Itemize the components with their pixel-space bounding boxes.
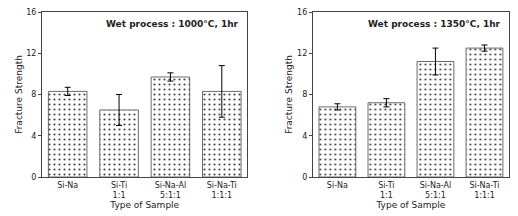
svg-text:Si-Ti1:1: Si-Ti1:1 [378,181,394,200]
svg-text:Wet process : 1000°C, 1hr: Wet process : 1000°C, 1hr [106,19,239,29]
svg-text:16: 16 [26,8,36,17]
svg-text:0: 0 [31,173,36,182]
svg-text:4: 4 [31,132,36,141]
svg-text:4: 4 [302,132,307,141]
svg-text:12: 12 [26,49,36,58]
svg-text:Si-Na-Al5:1:1: Si-Na-Al5:1:1 [420,181,451,200]
svg-text:Fracture Strength: Fracture Strength [14,55,24,134]
svg-text:8: 8 [31,90,36,99]
svg-text:Si-Ti1:1: Si-Ti1:1 [111,181,127,200]
svg-text:Type of Sample: Type of Sample [109,200,179,210]
svg-text:Si-Na: Si-Na [327,181,348,190]
svg-text:Type of Sample: Type of Sample [376,200,446,210]
svg-text:12: 12 [297,49,307,58]
svg-text:Si-Na: Si-Na [57,181,78,190]
svg-text:Fracture Strength: Fracture Strength [284,55,294,134]
svg-text:Wet process : 1350°C, 1hr: Wet process : 1350°C, 1hr [368,19,501,29]
svg-text:Si-Na-Al5:1:1: Si-Na-Al5:1:1 [155,181,186,200]
svg-text:Si-Na-Ti1:1:1: Si-Na-Ti1:1:1 [469,181,499,200]
svg-text:0: 0 [302,173,307,182]
svg-text:Si-Na-Ti1:1:1: Si-Na-Ti1:1:1 [207,181,237,200]
svg-text:16: 16 [297,8,307,17]
svg-text:8: 8 [302,90,307,99]
